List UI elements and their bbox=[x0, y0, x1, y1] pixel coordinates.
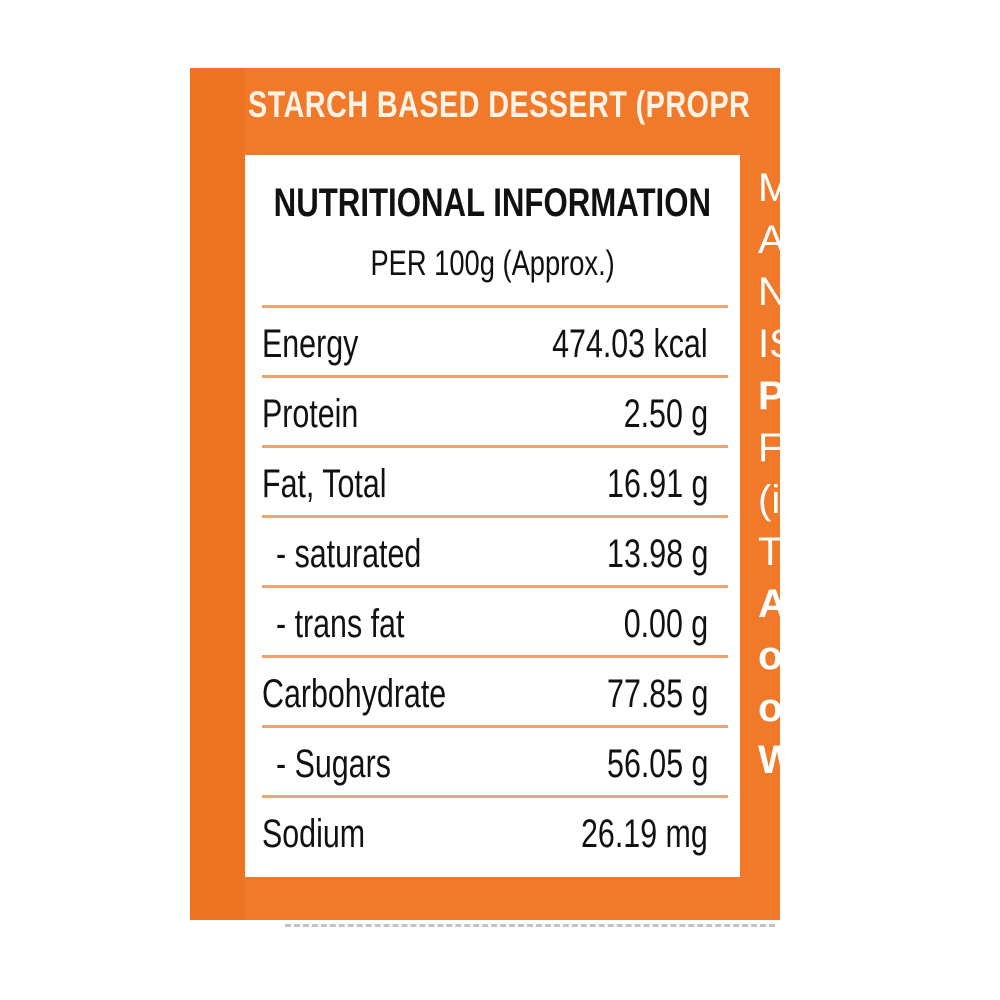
side-letter: N bbox=[758, 270, 780, 314]
nutrient-value: 77.85 g bbox=[606, 672, 708, 716]
product-title: STARCH BASED DESSERT (PROPR bbox=[248, 84, 751, 125]
side-letter: IS bbox=[758, 322, 780, 366]
nutrient-value: 474.03 kcal bbox=[552, 322, 708, 366]
nutrient-name: - trans fat bbox=[276, 602, 405, 646]
nutrient-rows: Energy 474.03 kcal Protein 2.50 g Fat, Total… bbox=[262, 305, 728, 865]
side-letter: o bbox=[758, 686, 780, 730]
side-letter: A bbox=[758, 218, 780, 262]
nutrient-value: 56.05 g bbox=[606, 742, 708, 786]
nutrient-name: Energy bbox=[262, 322, 359, 366]
side-letter: T bbox=[758, 530, 780, 574]
nutrient-name: Fat, Total bbox=[262, 462, 387, 506]
serving-basis-text: PER 100g (Approx.) bbox=[370, 244, 615, 283]
nutrition-heading: NUTRITIONAL INFORMATION bbox=[245, 180, 740, 226]
nutrient-name: Carbohydrate bbox=[262, 672, 447, 716]
nutrient-row: Sodium 26.19 mg bbox=[262, 795, 728, 865]
side-text: M A N IS P F (i T A o o W bbox=[758, 162, 780, 786]
nutrient-name: - saturated bbox=[276, 532, 422, 576]
nutrient-value: 0.00 g bbox=[623, 602, 708, 646]
bottom-text-fragment bbox=[285, 924, 775, 931]
nutrient-row: - saturated 13.98 g bbox=[262, 515, 728, 585]
side-letter: W bbox=[758, 738, 780, 782]
nutrient-name: Sodium bbox=[262, 812, 366, 856]
side-letter: o bbox=[758, 634, 780, 678]
nutrient-row: - trans fat 0.00 g bbox=[262, 585, 728, 655]
nutrient-row: Carbohydrate 77.85 g bbox=[262, 655, 728, 725]
side-letter: (i bbox=[758, 478, 780, 522]
nutrient-row: - Sugars 56.05 g bbox=[262, 725, 728, 795]
nutrient-value: 16.91 g bbox=[606, 462, 708, 506]
nutrient-value: 26.19 mg bbox=[581, 812, 708, 856]
nutrition-heading-text: NUTRITIONAL INFORMATION bbox=[273, 181, 712, 225]
side-letter: A bbox=[758, 582, 780, 626]
serving-basis: PER 100g (Approx.) bbox=[245, 243, 740, 285]
nutrient-value: 2.50 g bbox=[623, 392, 708, 436]
side-letter: P bbox=[758, 374, 780, 418]
nutrient-name: - Sugars bbox=[276, 742, 391, 786]
nutrient-row: Protein 2.50 g bbox=[262, 375, 728, 445]
side-letter: F bbox=[758, 426, 780, 470]
nutrient-row: Energy 474.03 kcal bbox=[262, 305, 728, 375]
side-letter: M bbox=[758, 166, 780, 210]
nutrient-value: 13.98 g bbox=[606, 532, 708, 576]
nutrient-row: Fat, Total 16.91 g bbox=[262, 445, 728, 515]
nutrition-table: NUTRITIONAL INFORMATION PER 100g (Approx… bbox=[245, 155, 740, 877]
panel-strip bbox=[190, 68, 245, 920]
nutrient-name: Protein bbox=[262, 392, 359, 436]
